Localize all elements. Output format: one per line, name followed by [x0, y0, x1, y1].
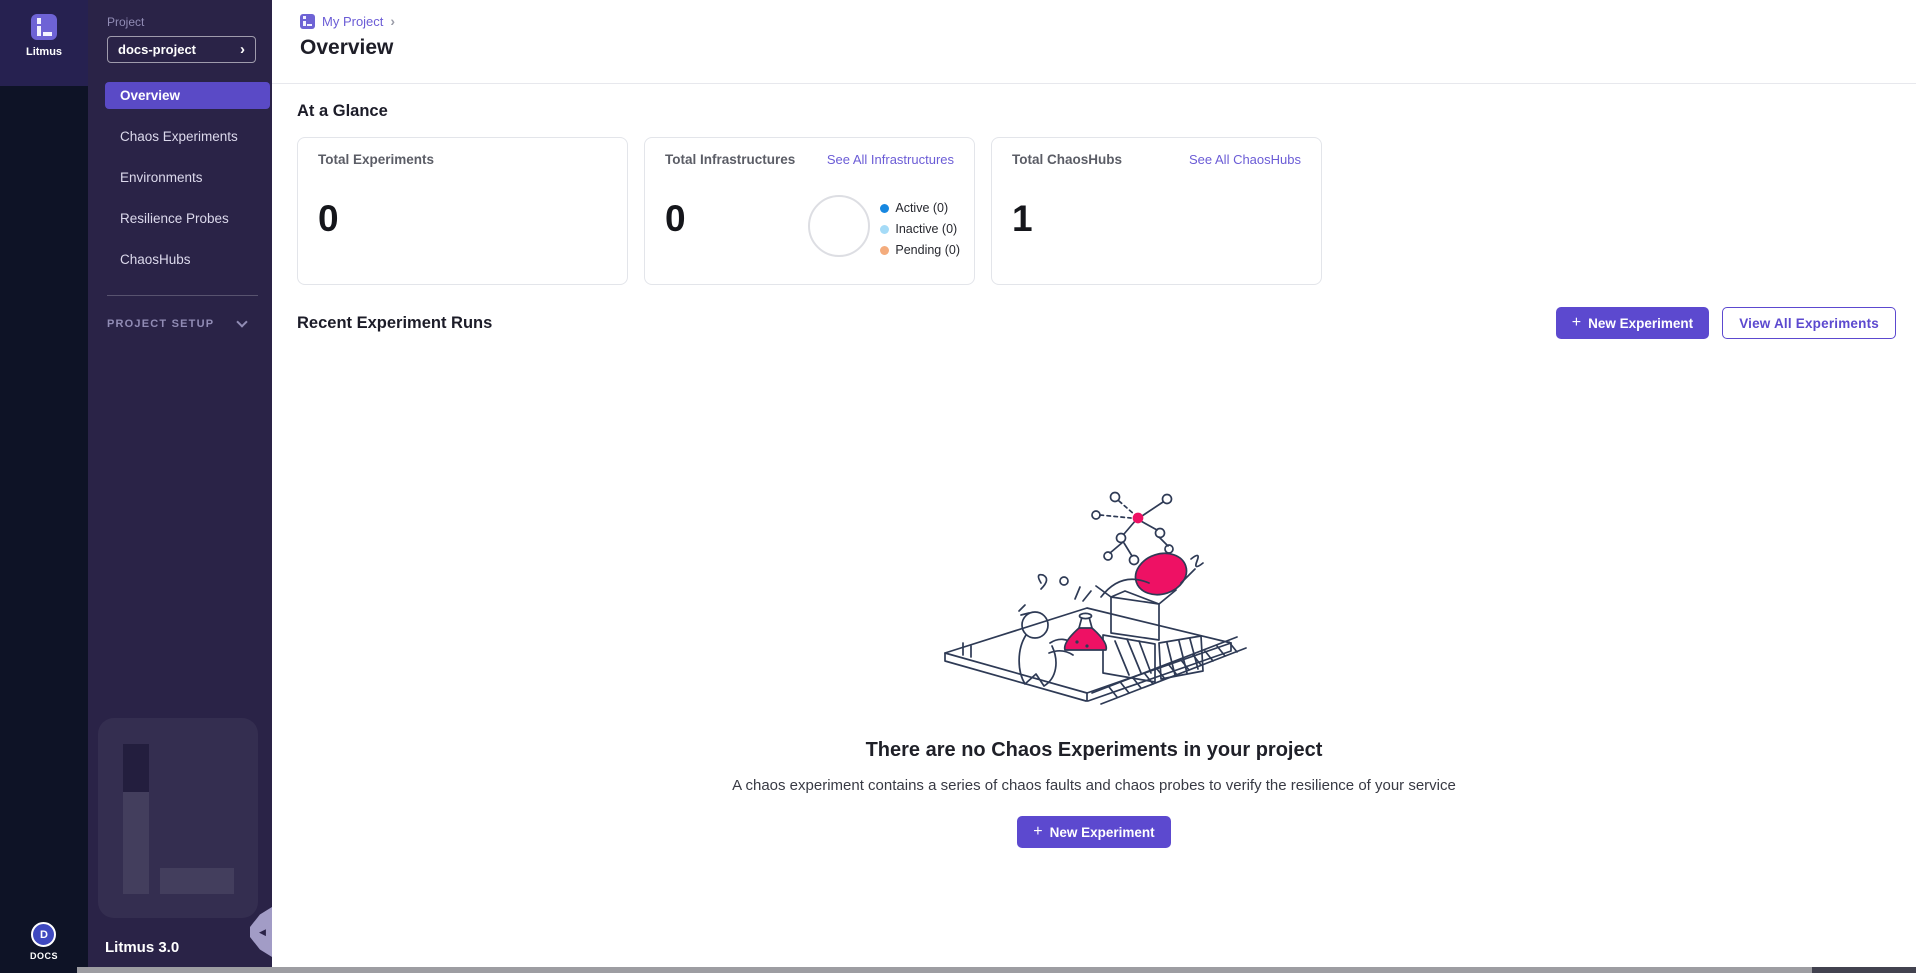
sidebar-collapse-handle[interactable]: ◀: [250, 907, 272, 957]
card-label: Total Experiments: [318, 152, 435, 167]
project-sidebar: Project docs-project › Overview Chaos Ex…: [88, 0, 272, 973]
glance-heading: At a Glance: [297, 102, 388, 120]
chevron-right-icon: ›: [240, 41, 245, 58]
total-experiments-value: 0: [318, 198, 339, 239]
horizontal-scrollbar[interactable]: [77, 967, 1916, 973]
sidebar-item-overview[interactable]: Overview: [105, 82, 270, 109]
docs-button[interactable]: D DOCS: [30, 922, 58, 961]
legend-dot-active: [880, 203, 890, 213]
legend-item: Inactive (0): [880, 222, 960, 236]
sidebar-nav: Overview Chaos Experiments Environments …: [88, 82, 272, 287]
project-setup-toggle[interactable]: PROJECT SETUP: [107, 316, 272, 330]
page-title: Overview: [300, 36, 394, 59]
card-label: Total Infrastructures: [665, 152, 796, 167]
project-selector[interactable]: docs-project ›: [107, 36, 256, 63]
sidebar-item-chaoshubs[interactable]: ChaosHubs: [120, 252, 191, 267]
docs-icon: D: [31, 922, 57, 947]
project-label: Project: [107, 15, 145, 29]
scrollbar-thumb[interactable]: [77, 967, 1812, 973]
litmus-logo-label: Litmus: [25, 46, 63, 58]
glance-cards: Total Experiments 0 Total Infrastructure…: [297, 137, 1916, 285]
empty-state-title: There are no Chaos Experiments in your p…: [865, 739, 1323, 761]
empty-new-experiment-button[interactable]: + New Experiment: [1017, 816, 1171, 848]
page-header: My Project › Overview: [272, 0, 1916, 84]
sidebar-item-chaos-experiments[interactable]: Chaos Experiments: [120, 129, 238, 144]
litmus-logo-icon[interactable]: [31, 14, 57, 40]
left-rail: Litmus D DOCS: [0, 0, 88, 973]
legend-item: Active (0): [880, 201, 960, 215]
see-all-infrastructures-link[interactable]: See All Infrastructures: [826, 152, 954, 167]
empty-state-subtitle: A chaos experiment contains a series of …: [732, 777, 1456, 794]
infrastructures-legend: Active (0) Inactive (0) Pending (0): [880, 201, 960, 257]
view-all-experiments-button[interactable]: View All Experiments: [1722, 307, 1896, 339]
new-experiment-button[interactable]: + New Experiment: [1555, 307, 1710, 339]
project-setup-label: PROJECT SETUP: [107, 318, 215, 330]
recent-runs-header: Recent Experiment Runs + New Experiment …: [297, 307, 1896, 339]
breadcrumb-link[interactable]: My Project: [322, 13, 384, 29]
project-selector-value: docs-project: [118, 42, 197, 57]
version-label: Litmus 3.0: [105, 939, 180, 956]
plus-icon: +: [1033, 823, 1043, 840]
chevron-down-icon: [236, 316, 248, 328]
sidebar-divider: [107, 295, 258, 296]
rail-logo-block: Litmus: [0, 0, 88, 86]
runs-heading: Recent Experiment Runs: [297, 313, 493, 332]
legend-dot-inactive: [880, 224, 890, 234]
main-content: My Project › Overview At a Glance Total …: [272, 0, 1916, 973]
legend-item: Pending (0): [880, 243, 960, 257]
infrastructures-donut-chart: [808, 195, 870, 257]
total-infrastructures-value: 0: [665, 198, 686, 239]
docs-label: DOCS: [29, 951, 58, 961]
legend-dot-pending: [880, 245, 890, 255]
sidebar-watermark-logo: [98, 718, 258, 918]
card-total-infrastructures: Total Infrastructures See All Infrastruc…: [644, 137, 975, 285]
empty-experiments-illustration: [944, 491, 1247, 705]
total-chaoshubs-value: 1: [1012, 198, 1033, 239]
breadcrumb-logo-icon: [300, 13, 315, 29]
card-total-experiments: Total Experiments 0: [297, 137, 628, 285]
empty-state: There are no Chaos Experiments in your p…: [272, 477, 1916, 848]
breadcrumb: My Project ›: [300, 13, 1916, 29]
plus-icon: +: [1571, 314, 1582, 331]
sidebar-item-environments[interactable]: Environments: [120, 170, 203, 185]
sidebar-item-resilience-probes[interactable]: Resilience Probes: [120, 211, 229, 226]
at-a-glance-section: At a Glance Total Experiments 0 Total In…: [297, 102, 1916, 285]
card-label: Total ChaosHubs: [1012, 152, 1123, 167]
breadcrumb-chevron-icon: ›: [390, 13, 396, 29]
card-total-chaoshubs: Total ChaosHubs See All ChaosHubs 1: [991, 137, 1322, 285]
see-all-chaoshubs-link[interactable]: See All ChaosHubs: [1188, 152, 1301, 167]
collapse-left-icon: ◀: [259, 926, 266, 937]
